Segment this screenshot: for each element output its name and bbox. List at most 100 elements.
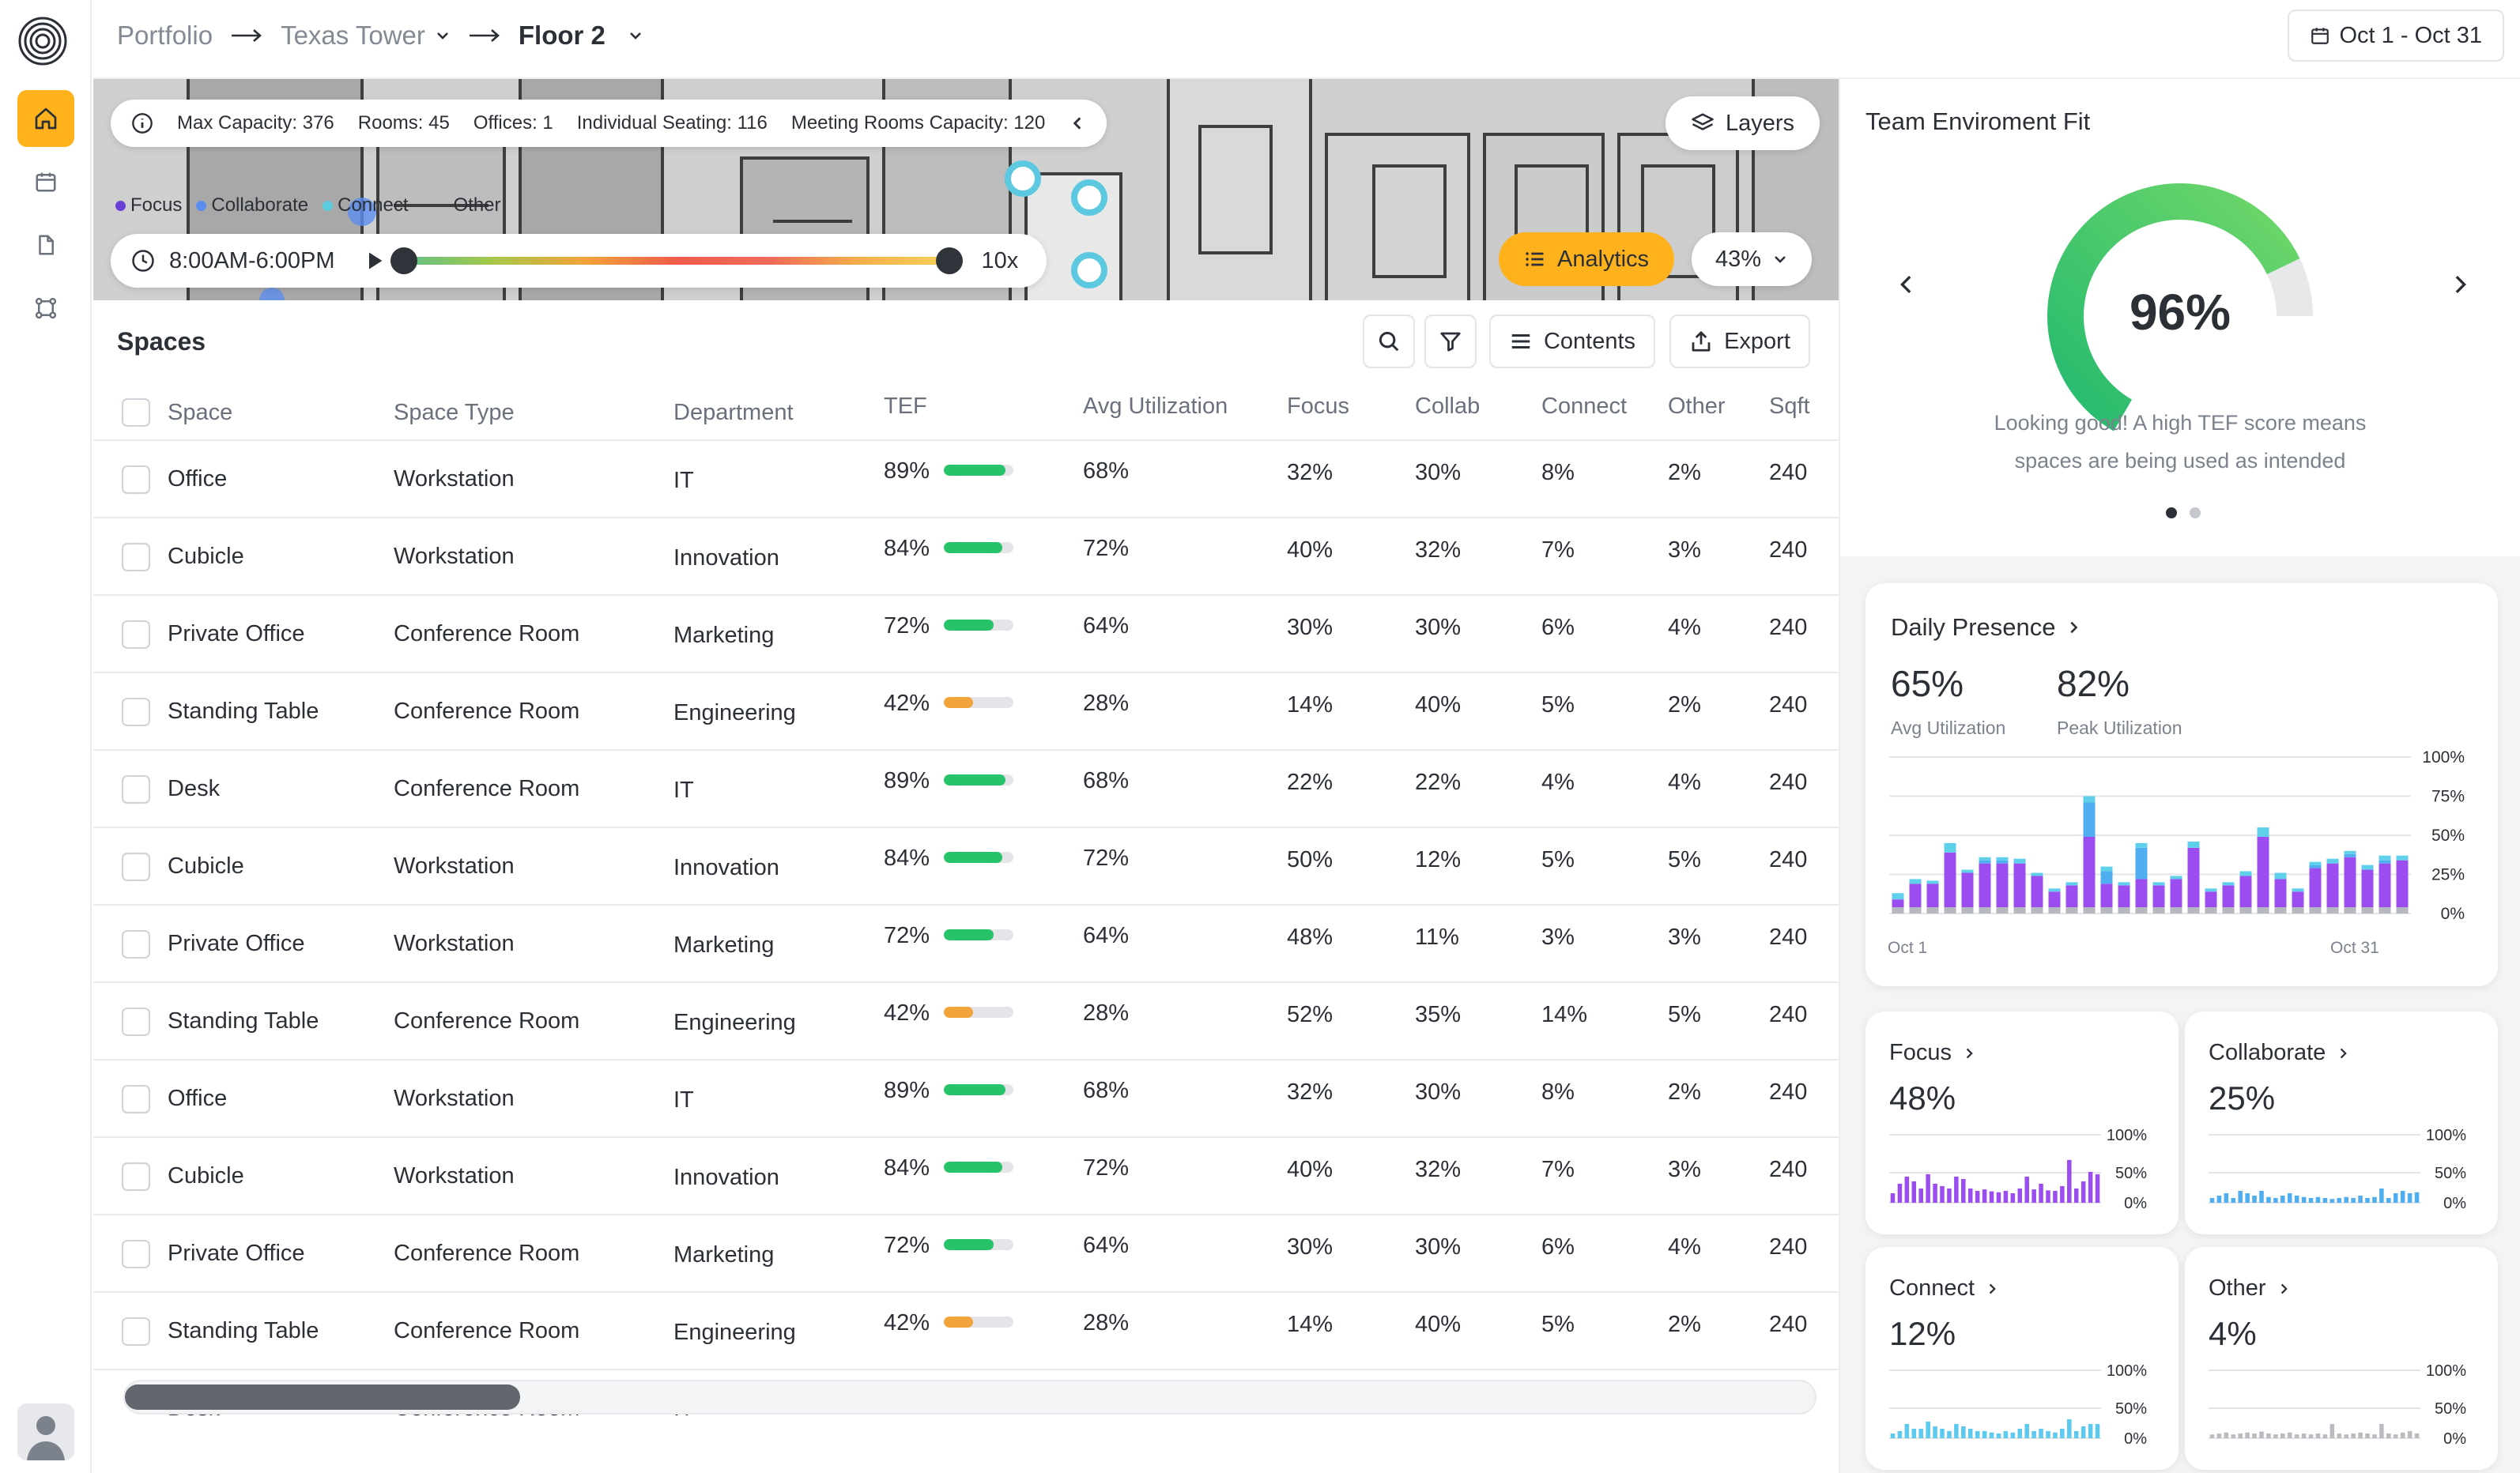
table-row[interactable]: Standing Table Conference Room Engineering… [93, 1293, 1839, 1370]
mini-card-title[interactable]: Connect [1889, 1275, 1998, 1302]
mini-card-focus[interactable]: Focus 48% 100% 50% 0% [1865, 1012, 2179, 1234]
cell-other: 2% [1668, 692, 1701, 718]
tef-bar-fill [944, 929, 994, 940]
table-row[interactable]: Private Office Workstation Marketing 72% 64%… [93, 906, 1839, 983]
nav-documents[interactable] [17, 217, 74, 273]
time-slider-end-handle[interactable] [935, 247, 963, 274]
filter-button[interactable] [1424, 315, 1477, 368]
row-checkbox[interactable] [122, 1240, 150, 1268]
time-slider[interactable] [390, 247, 963, 274]
bar-focus [2118, 885, 2130, 908]
mini-bar [2024, 1176, 2029, 1203]
row-checkbox[interactable] [122, 1162, 150, 1191]
row-checkbox[interactable] [122, 853, 150, 881]
cell-focus: 48% [1287, 925, 1334, 950]
bar-other [2187, 907, 2200, 914]
mini-bar [1947, 1188, 1952, 1203]
col-space[interactable]: Space [168, 400, 233, 425]
mini-card-connect[interactable]: Connect 12% 100% 50% 0% [1865, 1247, 2179, 1470]
chevron-left-icon[interactable] [1069, 115, 1086, 132]
horizontal-scrollbar[interactable] [123, 1380, 1816, 1415]
mini-card-other[interactable]: Other 4% 100% 50% 0% [2185, 1247, 2498, 1470]
layers-button[interactable]: Layers [1665, 96, 1820, 150]
col-avg-utilization[interactable]: Avg Utilization [1083, 394, 1228, 419]
nav-home[interactable] [17, 90, 74, 147]
export-button[interactable]: Export [1669, 315, 1810, 368]
mini-bar [1904, 1176, 1910, 1203]
table-row[interactable]: Office Workstation IT 89% 68% 32% 30% 8% 2% 240 [93, 1060, 1839, 1138]
row-checkbox[interactable] [122, 543, 150, 571]
user-avatar[interactable] [17, 1403, 74, 1460]
cell-space-type: Workstation [394, 544, 515, 569]
col-space-type[interactable]: Space Type [394, 400, 515, 425]
floor-map[interactable]: Max Capacity: 376 Rooms: 45 Offices: 1 I… [93, 79, 1839, 300]
table-row[interactable]: Office Workstation IT 89% 68% 32% 30% 8% 2% 240 [93, 441, 1839, 518]
col-department[interactable]: Department [673, 400, 794, 425]
chevron-down-icon[interactable] [435, 28, 451, 43]
carousel-dot-active[interactable] [2166, 507, 2177, 518]
row-checkbox[interactable] [122, 1317, 150, 1346]
mini-card-collaborate[interactable]: Collaborate 25% 100% 50% 0% [2185, 1012, 2498, 1234]
tef-bar-fill [944, 697, 973, 708]
table-row[interactable]: Desk Conference Room IT 89% 68% 22% 22% 4% 4% 240 [93, 751, 1839, 828]
col-collab[interactable]: Collab [1415, 394, 1481, 419]
info-icon[interactable] [131, 112, 153, 134]
row-checkbox[interactable] [122, 775, 150, 804]
scrollbar-thumb[interactable] [125, 1384, 520, 1410]
breadcrumb-floor[interactable]: Floor 2 [518, 21, 605, 50]
bar-other [2135, 907, 2148, 914]
nav-integrations[interactable] [17, 280, 74, 337]
row-checkbox[interactable] [122, 698, 150, 726]
row-checkbox[interactable] [122, 1085, 150, 1113]
col-sqft[interactable]: Sqft [1769, 394, 1810, 419]
mini-card-title[interactable]: Collaborate [2209, 1040, 2349, 1066]
col-other[interactable]: Other [1668, 394, 1726, 419]
contents-button[interactable]: Contents [1489, 315, 1655, 368]
breadcrumb-portfolio[interactable]: Portfolio [117, 21, 213, 50]
mini-bar [2060, 1428, 2065, 1438]
cell-other: 4% [1668, 1234, 1701, 1260]
row-checkbox[interactable] [122, 1008, 150, 1036]
play-icon[interactable] [364, 250, 386, 272]
search-button[interactable] [1363, 315, 1415, 368]
bar-other [1892, 907, 1904, 914]
chevron-left-icon[interactable] [1896, 270, 1918, 299]
mini-card-title[interactable]: Other [2209, 1275, 2290, 1302]
col-focus[interactable]: Focus [1287, 394, 1349, 419]
row-checkbox[interactable] [122, 930, 150, 959]
col-tef[interactable]: TEF [884, 394, 927, 419]
nav-calendar[interactable] [17, 153, 74, 210]
playback-speed[interactable]: 10x [981, 247, 1019, 273]
cell-space-type: Workstation [394, 1086, 515, 1111]
select-all-checkbox[interactable] [122, 398, 150, 427]
daily-presence-title[interactable]: Daily Presence [1891, 613, 2081, 642]
bar-connect [2239, 871, 2252, 876]
bar-focus [1979, 863, 1991, 908]
zoom-select[interactable]: 43% [1692, 232, 1813, 286]
table-row[interactable]: Standing Table Conference Room Engineering… [93, 673, 1839, 751]
logo-icon[interactable] [17, 16, 68, 66]
breadcrumb-building[interactable]: Texas Tower [281, 21, 425, 50]
time-slider-start-handle[interactable] [390, 247, 417, 274]
bar-collaborate [2344, 853, 2356, 857]
cell-space-type: Conference Room [394, 699, 580, 724]
row-checkbox[interactable] [122, 620, 150, 649]
table-row[interactable]: Private Office Conference Room Marketing 72… [93, 1215, 1839, 1293]
mini-bar [2259, 1190, 2264, 1203]
tef-bar-fill [944, 465, 1006, 476]
analytics-button[interactable]: Analytics [1499, 232, 1675, 286]
bar-collaborate [2135, 847, 2148, 880]
table-row[interactable]: Cubicle Workstation Innovation 84% 72% 50% 12%… [93, 828, 1839, 906]
col-connect[interactable]: Connect [1541, 394, 1628, 419]
row-checkbox[interactable] [122, 465, 150, 494]
chevron-right-icon[interactable] [2449, 270, 2471, 299]
table-row[interactable]: Standing Table Conference Room Engineering… [93, 983, 1839, 1060]
table-row[interactable]: Cubicle Workstation Innovation 84% 72% 40% 32%… [93, 1138, 1839, 1215]
cell-space: Cubicle [168, 853, 244, 879]
date-range-picker[interactable]: Oct 1 - Oct 31 [2287, 9, 2504, 62]
chevron-down-icon[interactable] [628, 28, 643, 43]
table-row[interactable]: Cubicle Workstation Innovation 84% 72% 40% 32%… [93, 518, 1839, 596]
carousel-dot[interactable] [2190, 507, 2201, 518]
mini-card-title[interactable]: Focus [1889, 1040, 1975, 1066]
table-row[interactable]: Private Office Conference Room Marketing 72… [93, 596, 1839, 673]
